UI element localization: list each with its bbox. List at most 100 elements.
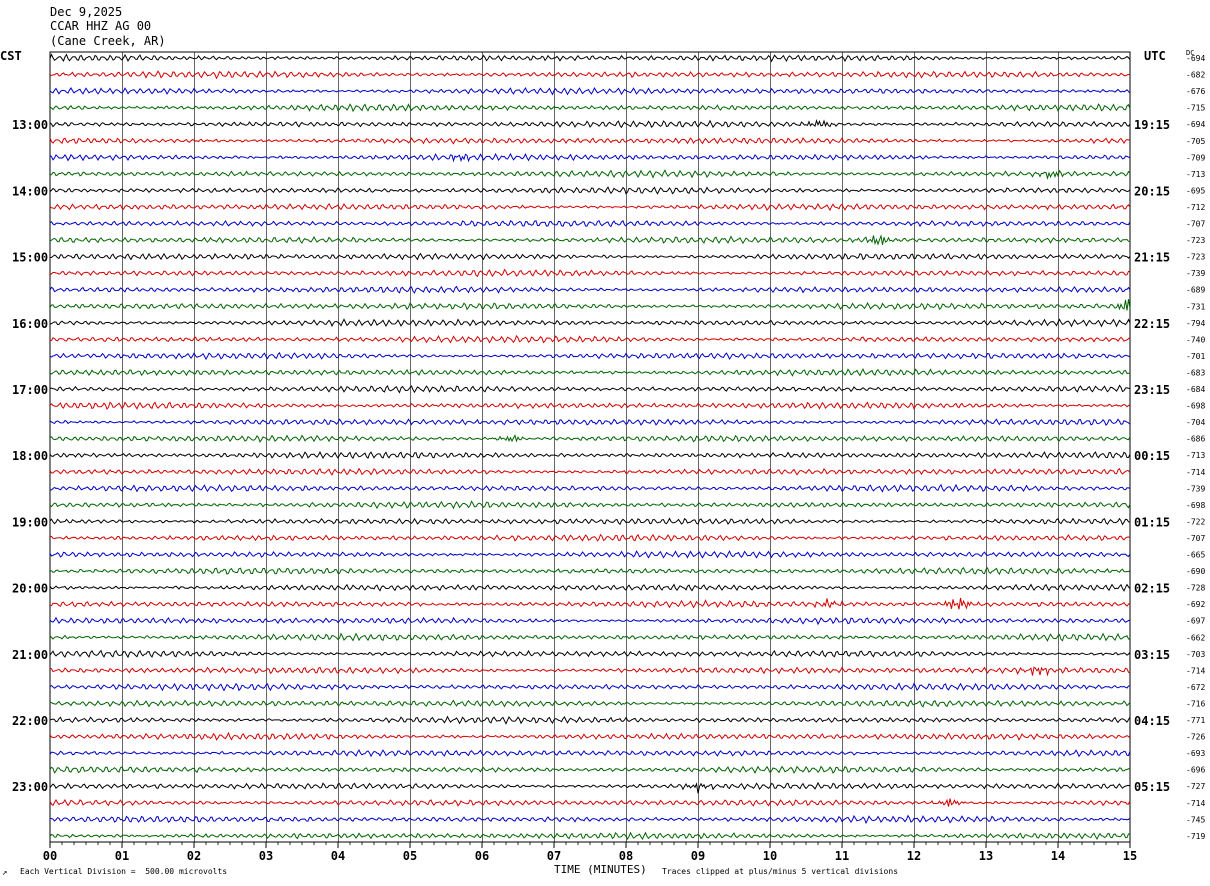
trace-5 — [49, 137, 1131, 145]
dc-offset-label: -682 — [1186, 71, 1205, 80]
dc-offset-label: -694 — [1186, 54, 1205, 63]
dc-offset-label: -722 — [1186, 517, 1205, 526]
trace-34 — [49, 616, 1131, 626]
dc-offset-label: -727 — [1186, 782, 1205, 791]
trace-9 — [49, 202, 1131, 212]
trace-37 — [49, 666, 1131, 677]
dc-offset-label: -716 — [1186, 699, 1205, 708]
vertical-division-note: Each Vertical Division = 500.00 microvol… — [20, 867, 228, 876]
trace-29 — [49, 533, 1131, 542]
dc-offset-label: -689 — [1186, 286, 1205, 295]
dc-offset-label: -698 — [1186, 402, 1205, 411]
trace-30 — [49, 550, 1131, 559]
dc-offset-label: -695 — [1186, 186, 1205, 195]
trace-36 — [49, 649, 1131, 659]
dc-offset-label: -739 — [1186, 269, 1205, 278]
right-hour-label: 19:15 — [1134, 118, 1170, 132]
x-tick-label: 02 — [187, 849, 201, 863]
trace-47 — [49, 831, 1131, 841]
dc-offset-label: -707 — [1186, 534, 1205, 543]
trace-22 — [49, 418, 1131, 426]
plot-frame — [49, 51, 1131, 843]
trace-1 — [49, 70, 1131, 80]
dc-offset-label: -662 — [1186, 633, 1205, 642]
dc-offset-label: -726 — [1186, 733, 1205, 742]
dc-offset-label: -694 — [1186, 120, 1205, 129]
trace-27 — [49, 500, 1131, 510]
dc-offset-label: -705 — [1186, 137, 1205, 146]
x-tick-label: 14 — [1051, 849, 1065, 863]
trace-13 — [49, 268, 1131, 278]
trace-44 — [49, 781, 1131, 794]
dc-offset-label: -723 — [1186, 236, 1205, 245]
trace-45 — [49, 798, 1131, 807]
left-hour-label: 13:00 — [12, 118, 48, 132]
trace-23 — [49, 434, 1131, 443]
dc-offset-label: -723 — [1186, 253, 1205, 262]
x-tick-label: 09 — [691, 849, 705, 863]
dc-offset-labels: -694 -682 -676 -715 -694 -705 -709 -713 -695 -712… — [1186, 54, 1205, 841]
right-hour-label: 05:15 — [1134, 780, 1170, 794]
dc-offset-label: -672 — [1186, 683, 1205, 692]
right-timezone: UTC — [1144, 49, 1166, 63]
trace-35 — [49, 632, 1131, 642]
dc-offset-label: -696 — [1186, 766, 1205, 775]
corner-mark: ↗ — [2, 868, 8, 878]
trace-17 — [49, 334, 1131, 344]
x-tick-label: 03 — [259, 849, 273, 863]
dc-offset-label: -707 — [1186, 220, 1205, 229]
x-tick-label: 06 — [475, 849, 489, 863]
right-hour-label: 22:15 — [1134, 317, 1170, 331]
trace-20 — [49, 384, 1131, 394]
dc-offset-label: -713 — [1186, 451, 1205, 460]
x-tick-label: 01 — [115, 849, 129, 863]
trace-11 — [49, 234, 1131, 246]
trace-7 — [49, 169, 1131, 181]
trace-39 — [49, 699, 1131, 708]
dc-offset-label: -690 — [1186, 567, 1205, 576]
clip-note: Traces clipped at plus/minus 5 vertical … — [662, 867, 899, 876]
dc-offset-label: -715 — [1186, 104, 1205, 113]
dc-offset-label: -684 — [1186, 385, 1205, 394]
right-hour-labels: 19:15 20:15 21:15 22:15 23:15 00:15 01:15 02:15… — [1134, 118, 1170, 794]
dc-offset-label: -714 — [1186, 468, 1205, 477]
left-hour-label: 22:00 — [12, 714, 48, 728]
trace-46 — [49, 814, 1131, 825]
dc-offset-label: -794 — [1186, 319, 1205, 328]
dc-offset-label: -740 — [1186, 335, 1205, 344]
x-tick-label: 12 — [907, 849, 921, 863]
x-tick-label: 00 — [43, 849, 57, 863]
right-hour-label: 01:15 — [1134, 515, 1170, 529]
dc-offset-label: -676 — [1186, 87, 1205, 96]
left-hour-label: 18:00 — [12, 449, 48, 463]
dc-offset-label: -714 — [1186, 799, 1205, 808]
left-hour-label: 15:00 — [12, 251, 48, 265]
trace-42 — [49, 749, 1131, 758]
dc-offset-label: -714 — [1186, 666, 1205, 675]
right-hour-label: 21:15 — [1134, 251, 1170, 265]
trace-40 — [49, 715, 1131, 725]
trace-41 — [49, 731, 1131, 741]
trace-33 — [49, 597, 1131, 610]
right-hour-label: 20:15 — [1134, 184, 1170, 198]
trace-32 — [49, 583, 1131, 592]
trace-43 — [49, 765, 1131, 775]
left-hour-labels: 13:00 14:00 15:00 16:00 17:00 18:00 19:00 20:00… — [12, 118, 48, 794]
trace-2 — [49, 86, 1131, 96]
x-axis-ticks: 00 01 02 03 04 05 06 07 08 09 10 11 12 13 14 15 — [43, 842, 1137, 863]
dc-offset-label: -731 — [1186, 302, 1205, 311]
dc-offset-label: -739 — [1186, 484, 1205, 493]
dc-offset-label: -704 — [1186, 418, 1205, 427]
dc-header: DC — [1186, 49, 1195, 57]
trace-3 — [49, 103, 1131, 113]
trace-24 — [49, 450, 1131, 460]
right-hour-label: 04:15 — [1134, 714, 1170, 728]
left-hour-label: 23:00 — [12, 780, 48, 794]
dc-offset-label: -745 — [1186, 815, 1205, 824]
dc-offset-label: -683 — [1186, 368, 1205, 377]
dc-offset-label: -701 — [1186, 352, 1205, 361]
x-tick-label: 10 — [763, 849, 777, 863]
trace-8 — [49, 186, 1131, 195]
trace-19 — [49, 367, 1131, 377]
